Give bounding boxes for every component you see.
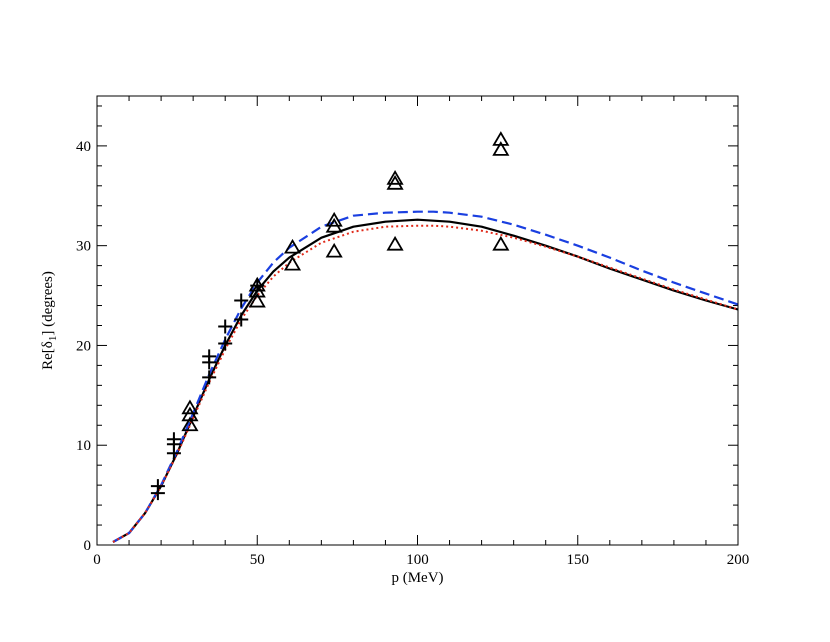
plus-marker [202,349,217,364]
major-ticks [96,96,739,546]
x-axis-label: p (MeV) [391,570,443,586]
plus-marker [166,432,181,447]
triangle-marker [492,235,510,251]
plus-marker [218,319,233,334]
markers [150,131,510,501]
triangle-marker [386,175,404,190]
triangle-marker [325,242,343,258]
triangle-marker [492,141,510,156]
x-tick-label: 100 [406,552,429,568]
y-tick-label: 10 [76,438,91,454]
plus-marker [150,479,165,494]
minor-ticks [97,96,738,545]
dashed-curve [112,210,739,543]
plus-marker [234,312,249,327]
x-tick-label: 0 [93,552,101,568]
triangle-marker [248,292,266,308]
y-tick-label: 0 [84,538,92,554]
triangle-marker [325,211,343,227]
curves [112,210,739,543]
triangle-marker [283,255,302,271]
triangle-marker [181,406,199,422]
plot-frame [96,95,739,546]
triangle-marker [386,235,404,251]
y-axis-label-main: Re[δ [40,341,56,370]
triangle-marker [492,131,510,146]
y-tick-label: 30 [76,239,91,255]
triangle-marker [386,170,404,185]
tick-labels: 0 50 100 150 200 0 10 20 30 40 [76,139,749,568]
plus-marker [234,293,249,308]
solid-curve [112,218,739,543]
plus-marker [218,336,233,351]
triangle-marker [283,238,302,254]
y-tick-label: 20 [76,338,91,354]
triangle-marker [181,399,199,415]
x-tick-label: 50 [250,552,265,568]
y-axis-label-subscript: 1 [47,336,59,342]
dotted-curve [112,224,739,543]
triangle-marker [181,416,199,432]
triangle-marker [248,276,266,292]
y-axis-label: Re[δ1] (degrees) [40,271,59,370]
y-tick-label: 40 [76,139,91,155]
plus-marker [202,370,217,385]
y-axis-label-tail: ] (degrees) [40,271,56,336]
x-tick-label: 150 [567,552,590,568]
x-tick-label: 200 [727,552,750,568]
